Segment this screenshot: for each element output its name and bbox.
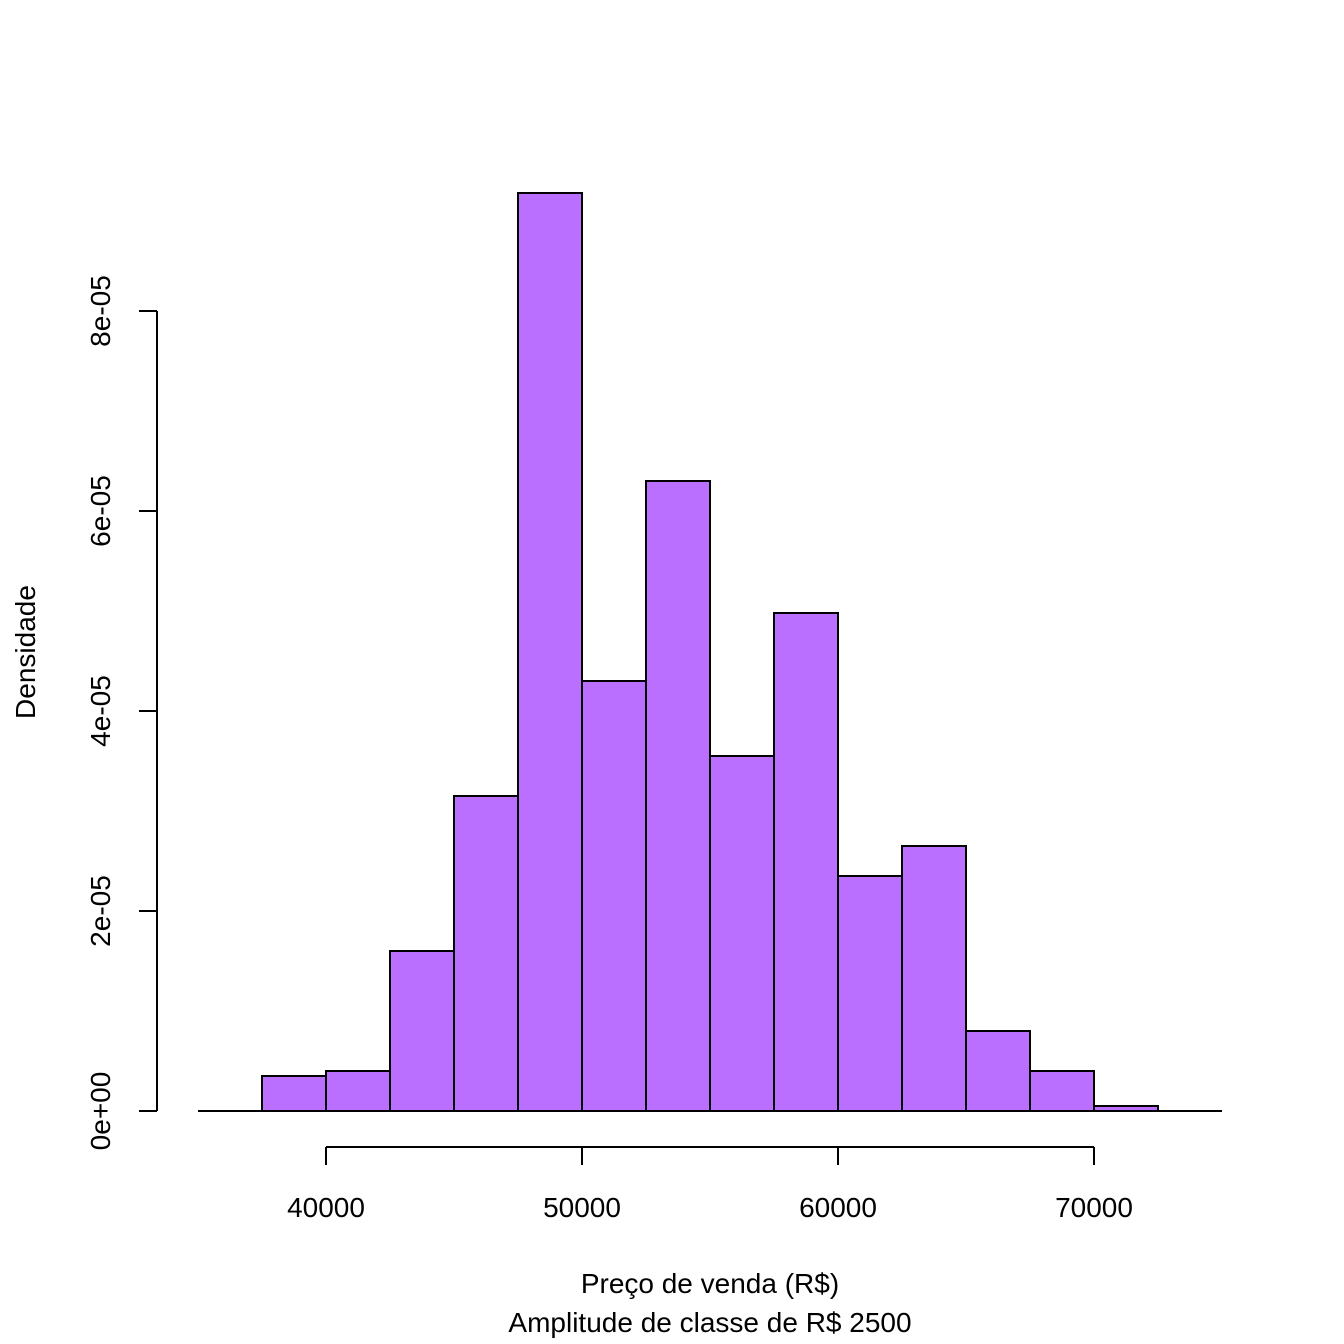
y-tick-label: 4e-05: [85, 675, 116, 747]
x-tick-label: 70000: [1055, 1192, 1133, 1223]
histogram-bar-8: [773, 612, 839, 1112]
histogram-bar-3: [453, 795, 519, 1112]
x-tick-label: 60000: [799, 1192, 877, 1223]
histogram-bar-5: [581, 680, 647, 1112]
histogram-bar-4: [517, 192, 583, 1112]
y-axis: 0e+00 2e-05 4e-05 6e-05 8e-05: [85, 275, 158, 1151]
histogram-bar-11: [965, 1030, 1031, 1112]
y-axis-label: Densidade: [10, 585, 41, 719]
histogram-bar-7: [709, 755, 775, 1112]
y-tick-label: 2e-05: [85, 875, 116, 947]
histogram-bars: [261, 192, 1159, 1112]
histogram-bar-6: [645, 480, 711, 1112]
histogram-bar-1: [325, 1070, 391, 1112]
histogram-bar-12: [1029, 1070, 1095, 1112]
y-tick-label: 0e+00: [85, 1072, 116, 1151]
x-tick-label: 50000: [543, 1192, 621, 1223]
x-axis-label: Preço de venda (R$): [581, 1268, 839, 1299]
histogram-bar-0: [261, 1075, 327, 1112]
x-axis: 40000 50000 60000 70000: [287, 1146, 1133, 1223]
histogram-bar-10: [901, 845, 967, 1112]
histogram-bar-9: [837, 875, 903, 1112]
histogram-bar-2: [389, 950, 455, 1112]
y-tick-label: 8e-05: [85, 275, 116, 347]
y-tick-label: 6e-05: [85, 475, 116, 547]
x-axis-sublabel: Amplitude de classe de R$ 2500: [508, 1307, 911, 1338]
x-tick-label: 40000: [287, 1192, 365, 1223]
